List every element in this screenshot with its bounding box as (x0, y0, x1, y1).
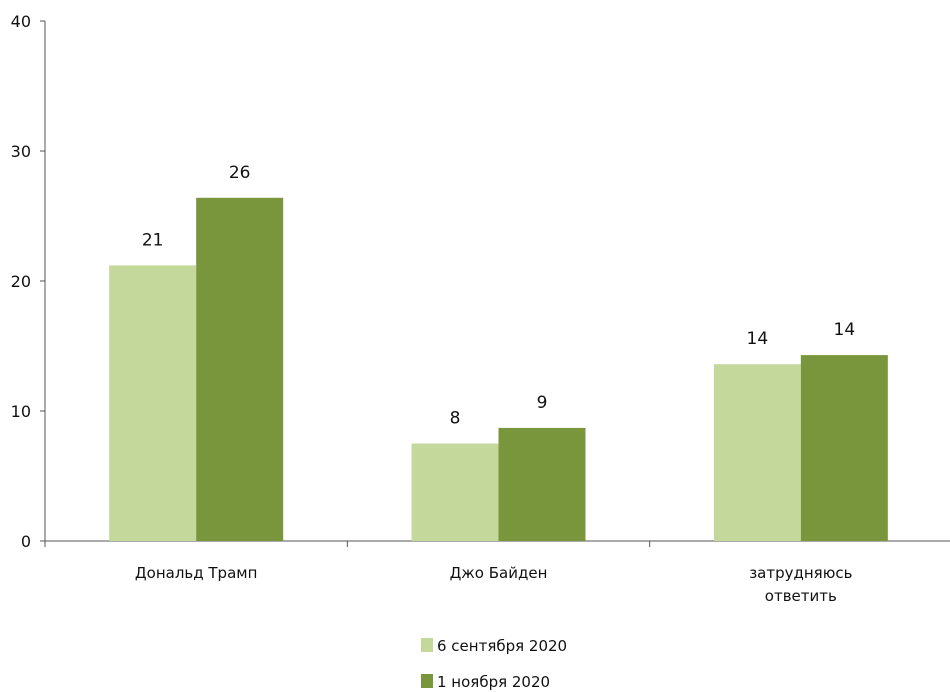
data-label: 8 (450, 409, 461, 429)
data-label: 9 (537, 393, 548, 413)
bar (109, 265, 197, 541)
category-label: затрудняюсь (749, 564, 852, 582)
legend-label: 1 ноября 2020 (437, 673, 550, 691)
value-labels: 21 26 8 9 14 14 (142, 163, 855, 429)
bar (498, 427, 586, 541)
legend-swatch (421, 674, 433, 688)
data-label: 26 (229, 163, 251, 183)
bars (109, 197, 888, 542)
legend: 6 сентября 2020 1 ноября 2020 (421, 637, 567, 691)
category-labels: Дональд Трамп Джо Байден затрудняюсь ответи… (135, 564, 853, 605)
data-label: 14 (834, 320, 856, 340)
data-label: 21 (142, 230, 164, 250)
legend-label: 6 сентября 2020 (437, 637, 567, 655)
category-label: ответить (765, 587, 837, 605)
y-tick-label: 0 (21, 532, 31, 551)
y-axis: 0 10 20 30 40 (11, 12, 46, 551)
data-label: 14 (747, 329, 769, 349)
category-label: Джо Байден (450, 564, 548, 582)
y-tick-label: 30 (11, 142, 31, 161)
y-tick-label: 10 (11, 402, 31, 421)
y-tick-label: 20 (11, 272, 31, 291)
bar (800, 355, 888, 541)
legend-swatch (421, 638, 433, 652)
category-label: Дональд Трамп (135, 564, 257, 582)
x-axis (44, 540, 950, 547)
y-tick-label: 40 (11, 12, 31, 31)
bar (196, 197, 284, 542)
bar (713, 364, 801, 541)
bar (411, 443, 499, 541)
